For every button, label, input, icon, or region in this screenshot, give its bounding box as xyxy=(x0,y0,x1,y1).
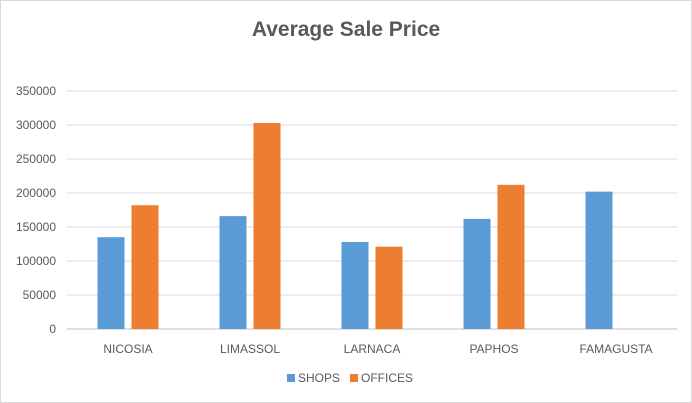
legend-label-shops: SHOPS xyxy=(298,371,340,385)
x-tick-label: NICOSIA xyxy=(103,342,152,356)
x-axis-ticks: NICOSIA LIMASSOL LARNACA PAPHOS FAMAGUSTA xyxy=(103,342,652,356)
bar-shops-paphos xyxy=(463,218,491,329)
y-tick-label: 0 xyxy=(49,322,56,336)
x-tick-label: LIMASSOL xyxy=(220,342,280,356)
y-tick-label: 100000 xyxy=(16,254,56,268)
x-tick-label: LARNACA xyxy=(344,342,401,356)
legend-label-offices: OFFICES xyxy=(361,371,413,385)
bar-offices-limassol xyxy=(253,122,281,330)
bars xyxy=(97,122,613,330)
y-tick-label: 350000 xyxy=(16,84,56,98)
legend: SHOPS OFFICES xyxy=(287,371,413,385)
y-tick-label: 200000 xyxy=(16,186,56,200)
bar-offices-paphos xyxy=(497,184,525,329)
chart-title: Average Sale Price xyxy=(252,18,440,41)
x-tick-label: FAMAGUSTA xyxy=(579,342,652,356)
legend-swatch-shops xyxy=(287,374,295,382)
bar-offices-nicosia xyxy=(131,205,159,329)
bar-offices-larnaca xyxy=(375,246,403,329)
y-tick-label: 300000 xyxy=(16,118,56,132)
y-tick-label: 50000 xyxy=(23,288,57,302)
bar-shops-larnaca xyxy=(341,241,369,329)
bar-shops-nicosia xyxy=(97,237,125,329)
y-axis-ticks: 0 50000 100000 150000 200000 250000 300000 3500… xyxy=(16,84,56,336)
bar-shops-limassol xyxy=(219,216,247,329)
gridlines xyxy=(67,90,677,330)
bar-shops-famagusta xyxy=(585,191,613,329)
y-tick-label: 150000 xyxy=(16,220,56,234)
x-tick-label: PAPHOS xyxy=(469,342,518,356)
y-tick-label: 250000 xyxy=(16,152,56,166)
legend-swatch-offices xyxy=(350,374,358,382)
